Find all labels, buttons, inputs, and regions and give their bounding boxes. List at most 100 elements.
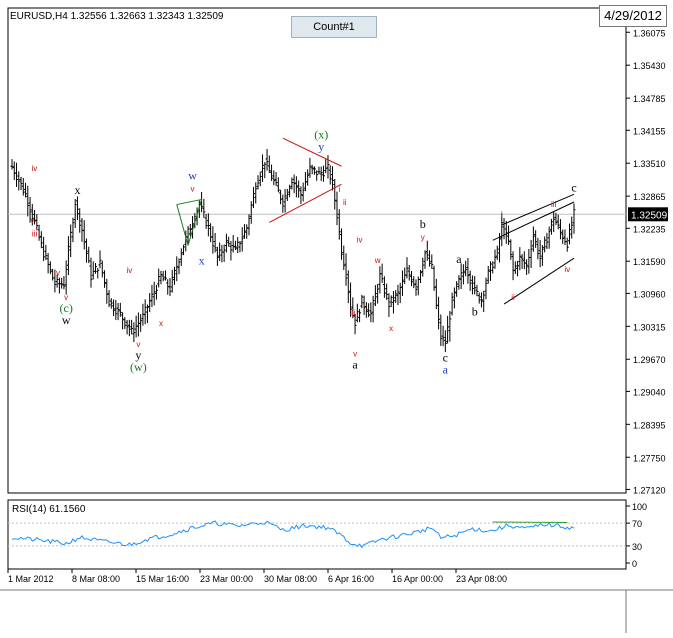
ohlc-bar: [464, 260, 468, 277]
ohlc-bar: [73, 198, 77, 228]
ohlc-bar: [376, 283, 380, 304]
ohlc-bar: [367, 303, 371, 318]
ohlc-bar: [330, 166, 334, 191]
ohlc-bar: [540, 245, 544, 266]
ohlc-bar: [19, 176, 23, 191]
wave-label: a: [443, 363, 449, 377]
ohlc-bar: [337, 209, 341, 240]
ohlc-bar: [344, 253, 348, 286]
ohlc-bar: [308, 157, 312, 178]
trend-lines: [176, 137, 575, 305]
ohlc-bar: [446, 315, 450, 344]
ohlc-bar: [265, 149, 269, 171]
ohlc-bar: [236, 237, 240, 254]
ohlc-bar: [306, 169, 310, 186]
ohlc-bar: [536, 237, 540, 260]
ohlc-bar: [310, 164, 314, 175]
wave-label: w: [374, 256, 381, 265]
ohlc-bar: [475, 284, 479, 297]
ohlc-bar: [457, 275, 461, 290]
ohlc-bar: [245, 224, 249, 239]
price-tick-label: 1.35430: [633, 61, 666, 71]
ohlc-bar: [504, 221, 508, 244]
ohlc-bar: [258, 171, 262, 187]
rsi-tick-label: 70: [632, 519, 642, 529]
wave-label: y: [421, 233, 425, 242]
ohlc-bar: [272, 170, 276, 186]
ohlc-bar: [488, 261, 492, 281]
ohlc-bar: [371, 295, 375, 323]
ohlc-bar: [398, 282, 402, 304]
ohlc-bar: [516, 260, 520, 277]
ohlc-bar: [547, 226, 551, 249]
ohlc-bar: [82, 220, 86, 250]
ohlc-bar: [64, 260, 68, 295]
ohlc-bar: [328, 165, 332, 185]
ohlc-bar: [254, 182, 258, 204]
ohlc-bar: [387, 293, 391, 317]
wave-label: x: [389, 324, 393, 333]
wave-label: c: [443, 351, 448, 365]
ohlc-bar: [297, 180, 301, 198]
ohlc-bar: [342, 245, 346, 270]
ohlc-bar: [37, 224, 41, 241]
ohlc-bar: [362, 295, 366, 315]
ohlc-bar: [229, 240, 233, 261]
ohlc-bar: [62, 276, 66, 290]
wave-label: ii: [511, 293, 515, 302]
ohlc-bar: [491, 261, 495, 274]
price-tick-label: 1.30960: [633, 289, 666, 299]
ohlc-bar: [538, 239, 542, 268]
ohlc-bar: [53, 269, 57, 293]
rsi-tick-label: 0: [632, 559, 637, 569]
ohlc-bar: [315, 170, 319, 181]
price-axis: 1.36075 1.35430 1.34785 1.34155 1.33510 1.328…: [626, 28, 666, 495]
ohlc-bar: [21, 177, 25, 196]
price-tick-label: 1.29040: [633, 387, 666, 397]
ohlc-bar: [554, 212, 558, 226]
ohlc-bar: [238, 241, 242, 253]
ohlc-bar: [373, 285, 377, 307]
ohlc-bar: [69, 224, 73, 258]
wave-label: iv: [54, 269, 60, 278]
ohlc-bar: [121, 312, 125, 330]
ohlc-bar: [452, 287, 456, 309]
ohlc-bar: [498, 233, 502, 263]
count-label-box: Count#1: [291, 16, 377, 38]
wave-label: iv: [357, 236, 363, 245]
ohlc-bar: [358, 309, 362, 323]
channel-top-extension: [501, 193, 575, 226]
ohlc-bar: [527, 248, 531, 274]
time-axis: 1 Mar 2012 8 Mar 08:00 15 Mar 16:00 23 Mar …: [7, 569, 507, 584]
time-tick-label: 1 Mar 2012: [8, 574, 54, 584]
wave-w-return: [187, 199, 203, 246]
time-tick-label: 16 Apr 00:00: [392, 574, 443, 584]
ohlc-bar: [218, 242, 222, 262]
ohlc-bar: [26, 185, 30, 217]
ohlc-bar: [531, 226, 535, 252]
ohlc-bar: [256, 175, 260, 190]
ohlc-bar: [419, 269, 423, 283]
ohlc-bar: [382, 276, 386, 298]
ohlc-bar: [224, 233, 228, 253]
ohlc-bar: [558, 219, 562, 240]
ohlc-bar: [30, 203, 34, 226]
ohlc-bar: [360, 294, 364, 309]
ohlc-bar: [369, 302, 373, 323]
ohlc-bar: [364, 302, 368, 318]
ohlc-bar: [39, 231, 43, 249]
ohlc-bar: [412, 276, 416, 289]
ohlc-bar: [283, 189, 287, 213]
price-tick-label: 1.27750: [633, 453, 666, 463]
ohlc-bar: [127, 319, 131, 337]
ohlc-bar: [414, 279, 418, 296]
ohlc-bar: [543, 236, 547, 253]
ohlc-bar: [407, 264, 411, 281]
wave-label: i: [338, 185, 340, 194]
wave-label: w: [188, 168, 197, 182]
ohlc-bar: [57, 277, 61, 294]
wave-label: i: [501, 210, 503, 219]
ohlc-bar: [247, 214, 251, 236]
